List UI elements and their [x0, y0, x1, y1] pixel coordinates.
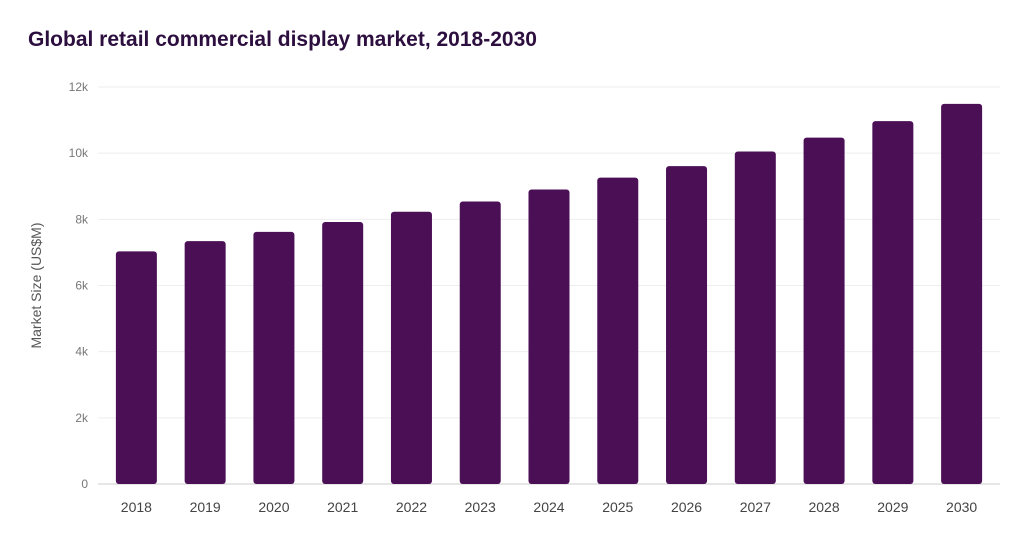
y-tick-label: 2k: [75, 411, 89, 425]
bar-2028: [803, 137, 845, 484]
bar-2020: [253, 231, 295, 484]
x-tick-label: 2030: [946, 499, 977, 515]
bar-2021: [322, 221, 364, 485]
bar-2022: [390, 211, 432, 484]
bar-2027: [734, 151, 776, 484]
x-tick-label: 2021: [327, 499, 358, 515]
x-tick-label: 2025: [602, 499, 633, 515]
x-tick-label: 2026: [671, 499, 702, 515]
x-tick-label: 2029: [877, 499, 908, 515]
bar-2024: [528, 189, 570, 484]
y-tick-label: 4k: [75, 345, 89, 359]
bar-2018: [115, 251, 157, 484]
x-tick-label: 2019: [190, 499, 221, 515]
x-tick-label: 2020: [258, 499, 289, 515]
bar-2025: [597, 177, 639, 485]
bar-2023: [459, 201, 501, 485]
y-tick-label: 12k: [69, 80, 89, 94]
x-tick-label: 2028: [808, 499, 839, 515]
bar-2026: [666, 166, 708, 485]
x-tick-label: 2023: [465, 499, 496, 515]
bar-2030: [941, 103, 983, 484]
bar-2029: [872, 121, 914, 484]
x-tick-label: 2024: [533, 499, 564, 515]
y-tick-label: 0: [81, 477, 88, 491]
y-tick-label: 8k: [75, 212, 89, 226]
y-tick-label: 10k: [69, 146, 89, 160]
y-tick-label: 6k: [75, 279, 89, 293]
x-tick-label: 2018: [121, 499, 152, 515]
x-tick-label: 2022: [396, 499, 427, 515]
x-tick-label: 2027: [740, 499, 771, 515]
y-axis-label: Market Size (US$M): [28, 222, 44, 348]
bar-2019: [184, 241, 226, 484]
chart-title: Global retail commercial display market,…: [28, 28, 537, 51]
